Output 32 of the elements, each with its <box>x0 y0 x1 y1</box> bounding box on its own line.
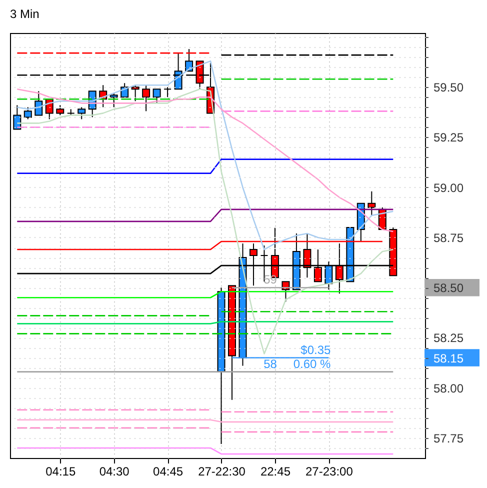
annotation: $0.35 <box>300 342 332 357</box>
x-tick-label: 04:15 <box>46 464 76 478</box>
y-tick-label: 59.25 <box>434 130 464 145</box>
annotation: 59 <box>264 272 278 287</box>
candlestick <box>368 190 376 216</box>
x-tick-label: 04:30 <box>99 464 130 478</box>
y-tick-label: 58.50 <box>434 281 464 296</box>
y-tick-label: 59.50 <box>434 80 464 95</box>
x-tick-label: 27-22:30 <box>198 464 246 478</box>
candlestick <box>78 106 86 120</box>
x-tick-label: 04:45 <box>153 464 184 478</box>
y-tick-label: 58.15 <box>434 351 464 366</box>
candlestick <box>131 84 140 102</box>
line-series <box>16 88 394 232</box>
y-tick-label: 58.25 <box>434 331 464 346</box>
candlestick <box>24 106 32 120</box>
candlestick <box>152 88 161 104</box>
candlestick <box>142 84 150 112</box>
y-tick-label: 59.00 <box>434 180 464 195</box>
candlestick <box>34 90 43 116</box>
candlestick <box>110 92 118 108</box>
y-tick-label: 58.75 <box>434 230 464 245</box>
candlestick <box>56 104 64 116</box>
y-tick-label: 57.75 <box>434 431 464 446</box>
annotation: 58 <box>264 356 278 371</box>
chart-title: 3 Min <box>10 7 40 22</box>
line-series <box>16 60 394 250</box>
x-tick-label: 22:45 <box>260 464 291 478</box>
y-tick-label: 58.00 <box>434 381 464 396</box>
candlestick <box>164 86 172 98</box>
annotation: 0.60 % <box>293 356 332 371</box>
x-tick-label: 27-23:00 <box>306 464 354 478</box>
